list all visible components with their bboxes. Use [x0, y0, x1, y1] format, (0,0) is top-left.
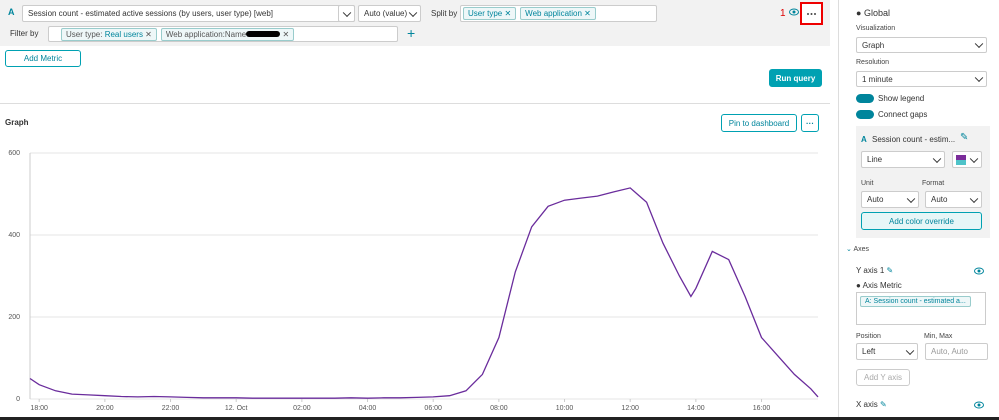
split-box[interactable]: User type ✕ Web application ✕ — [460, 5, 657, 22]
data-line — [29, 187, 819, 399]
card-letter: A — [861, 135, 867, 144]
add-filter[interactable]: + — [407, 25, 416, 41]
style-select[interactable]: Line — [861, 151, 945, 168]
toggle-text: Show legend — [878, 94, 925, 103]
position-select[interactable]: Left — [856, 343, 918, 360]
panel-border — [838, 0, 839, 417]
divider — [0, 103, 830, 104]
select-text: Line — [867, 155, 883, 164]
x-tick-label: 14:00 — [687, 405, 705, 412]
label: Unit — [861, 180, 874, 187]
global-text: Global — [863, 8, 890, 18]
eye-icon[interactable] — [974, 267, 984, 275]
select-text: Left — [862, 347, 876, 356]
label: Format — [922, 180, 945, 187]
y-tick-label: 200 — [8, 314, 20, 321]
axes-header[interactable]: ⌄ Axes — [846, 246, 869, 253]
split-chip[interactable]: User type ✕ — [463, 7, 517, 20]
x-tick-label: 06:00 — [424, 405, 442, 412]
resolution-select[interactable]: 1 minute — [856, 71, 987, 87]
toggle-text: Connect gaps — [878, 110, 928, 119]
eye-icon[interactable] — [789, 8, 799, 16]
metric-text: Session count - estimated active session… — [28, 9, 273, 18]
chip-text: User type — [468, 9, 503, 18]
split-label: Split by — [431, 9, 458, 18]
label: Min, Max — [924, 333, 953, 340]
label-text: Axis Metric — [862, 281, 902, 290]
filter-label: Filter by — [10, 29, 39, 38]
x-tick-label: 18:00 — [30, 405, 48, 412]
card-name: Session count - estim... — [872, 135, 956, 144]
chip-text: Real users — [104, 29, 143, 39]
y-tick-label: 600 — [8, 150, 20, 157]
chip-text: User type: — [66, 29, 103, 39]
x-tick-label: 20:00 — [96, 405, 114, 412]
color-picker[interactable] — [952, 151, 982, 168]
label: Visualization — [856, 25, 896, 32]
pin-button[interactable]: Pin to dashboard — [721, 114, 797, 132]
axis-metric-chip[interactable]: A: Session count - estimated a... — [860, 296, 971, 307]
metric-caret[interactable] — [338, 5, 355, 22]
x-tick-label: 16:00 — [753, 405, 771, 412]
select-text: 1 minute — [862, 74, 893, 84]
y-tick-label: 400 — [8, 232, 20, 239]
x-tick-label: 04:00 — [359, 405, 377, 412]
aggregation-text: Auto (value) — [364, 9, 408, 18]
toggle[interactable]: Connect gaps — [856, 110, 928, 120]
x-axis-text: X axis — [856, 400, 878, 409]
select-text: Graph — [862, 40, 885, 50]
x-tick-label: 10:00 — [556, 405, 574, 412]
annotation: 1 — [780, 8, 786, 19]
filter-box[interactable]: User type: Real users ✕ Web application:… — [48, 26, 398, 42]
override-button[interactable]: Add color override — [861, 212, 982, 230]
label: Position — [856, 333, 881, 340]
metric-select[interactable]: Session count - estimated active session… — [22, 5, 355, 22]
select-text: Auto — [931, 195, 948, 204]
dots — [807, 13, 816, 15]
run-query-button[interactable]: Run query — [769, 69, 822, 87]
graph-more[interactable]: ··· — [801, 114, 819, 132]
split-chip[interactable]: Web application ✕ — [520, 7, 596, 20]
minmax-input[interactable]: Auto, Auto — [925, 343, 988, 360]
swatch — [956, 154, 966, 165]
format-select[interactable]: Auto — [925, 191, 982, 208]
query-letter: A — [8, 7, 15, 17]
y-axis-text: Y axis 1 — [856, 266, 885, 275]
x-tick-label: 12:00 — [621, 405, 639, 412]
add-y-axis-button[interactable]: Add Y axis — [856, 369, 910, 386]
label: Resolution — [856, 59, 890, 66]
x-tick-label: 22:00 — [162, 405, 180, 412]
chip-text: Web application:Name — [165, 29, 247, 39]
filter-chip[interactable]: Web application:Name ✕ — [160, 27, 295, 41]
toggle[interactable]: Show legend — [856, 94, 925, 104]
axis-metric-box[interactable]: A: Session count - estimated a... — [856, 292, 986, 325]
x-axis-header: X axis ✎ — [856, 400, 887, 409]
chip-text: Web application — [525, 9, 582, 18]
visualization-select[interactable]: Graph — [856, 37, 987, 53]
x-tick-label: 08:00 — [490, 405, 508, 412]
redaction — [246, 31, 281, 38]
axes-text: Axes — [853, 246, 869, 253]
more-button[interactable] — [800, 2, 823, 25]
filter-chip[interactable]: User type: Real users ✕ — [61, 27, 157, 41]
unit-select[interactable]: Auto — [861, 191, 919, 208]
y-tick-label: 0 — [16, 396, 20, 403]
chart: 0 200 400 600 18:00 20:00 22:00 12. Oct 02:00 04:… — [8, 150, 819, 412]
bottom-bar — [0, 417, 999, 420]
aggregation-select[interactable]: Auto (value) — [358, 5, 421, 22]
global-header: ● Global — [856, 8, 890, 18]
y-axis-header: Y axis 1 ✎ — [856, 266, 894, 275]
select-text: Auto — [867, 195, 884, 204]
pencil-icon[interactable]: ✎ — [960, 132, 969, 143]
x-tick-label: 12. Oct — [225, 405, 248, 412]
add-metric-button[interactable]: Add Metric — [5, 50, 81, 67]
x-tick-label: 02:00 — [293, 405, 311, 412]
eye-icon[interactable] — [974, 401, 984, 409]
axis-metric-label: ● Axis Metric — [856, 281, 902, 290]
graph-title: Graph — [5, 118, 29, 127]
